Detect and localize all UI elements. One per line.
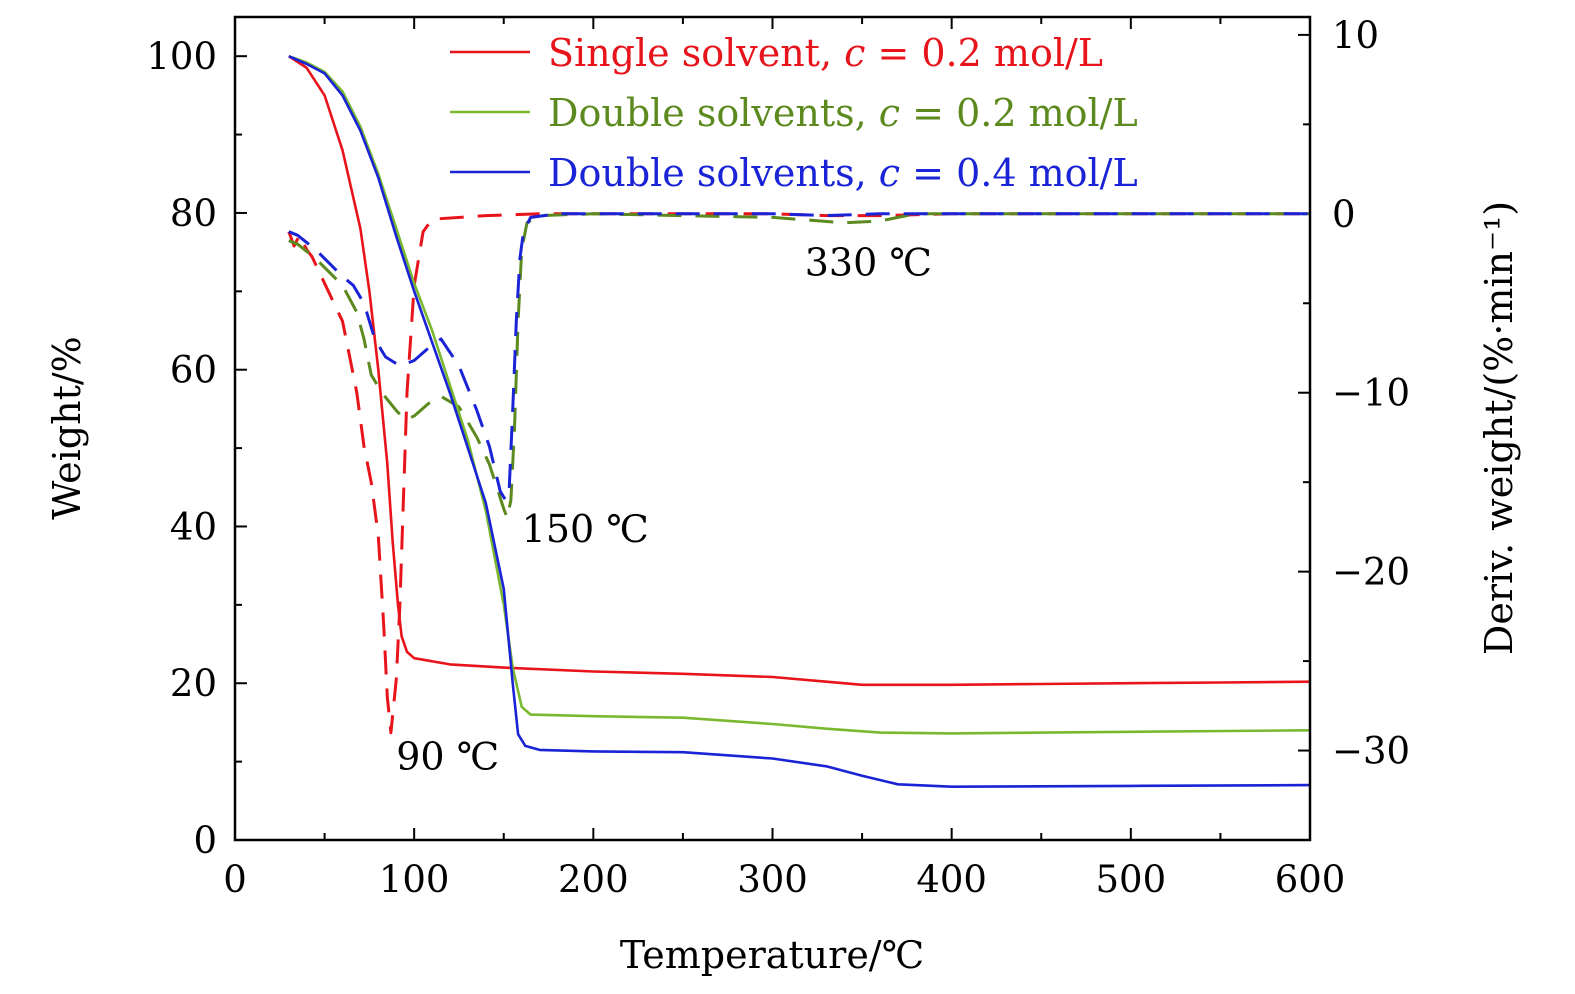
y-axis-title: Weight/% — [45, 336, 89, 520]
weight-line-series-0 — [288, 55, 1311, 687]
tick-marks — [234, 17, 1311, 841]
y-tick-label: 20 — [170, 662, 217, 705]
peak-annotation: 90 ℃ — [396, 734, 499, 778]
weight-line-series-2 — [288, 55, 1311, 789]
peak-annotation: 330 ℃ — [805, 241, 932, 285]
y-right-tick-label: 10 — [1332, 14, 1379, 57]
legend-entry-double-04: Double solvents, c = 0.4 mol/L — [548, 151, 1138, 195]
y-right-tick-label: −20 — [1332, 551, 1410, 594]
y-tick-label: 100 — [146, 35, 217, 78]
y-tick-label: 0 — [193, 819, 217, 862]
y-right-tick-label: −10 — [1332, 372, 1410, 415]
legend-entry-single: Single solvent, c = 0.2 mol/L — [548, 31, 1103, 75]
x-tick-label: 500 — [1096, 858, 1167, 901]
y-right-tick-label: 0 — [1332, 193, 1356, 236]
x-tick-label: 0 — [223, 858, 247, 901]
y-tick-label: 80 — [170, 192, 217, 235]
weight-line-series-1 — [288, 54, 1311, 735]
y-tick-label: 40 — [170, 505, 217, 548]
plot-frame — [233, 15, 1312, 842]
peak-annotation: 150 ℃ — [522, 507, 649, 551]
deriv-line-series-0 — [287, 212, 1310, 735]
annotations: 90 ℃ 150 ℃ 330 ℃ — [396, 241, 932, 779]
legend: Single solvent, c = 0.2 mol/L Double sol… — [450, 31, 1138, 195]
x-tick-label: 200 — [558, 858, 629, 901]
y-right-tick-label: −30 — [1332, 730, 1410, 773]
x-tick-label: 100 — [379, 858, 450, 901]
x-axis-title: Temperature/℃ — [620, 933, 924, 977]
x-tick-label: 400 — [916, 858, 987, 901]
x-tick-label: 600 — [1275, 858, 1346, 901]
y-right-axis-title: Deriv. weight/(%·min⁻¹) — [1477, 201, 1521, 655]
deriv-line-series-1 — [288, 212, 1310, 520]
y-tick-label: 60 — [170, 349, 217, 392]
legend-entry-double-02: Double solvents, c = 0.2 mol/L — [548, 91, 1138, 135]
plot-series — [287, 54, 1311, 789]
x-tick-label: 300 — [737, 858, 808, 901]
deriv-line-series-2 — [288, 212, 1310, 502]
